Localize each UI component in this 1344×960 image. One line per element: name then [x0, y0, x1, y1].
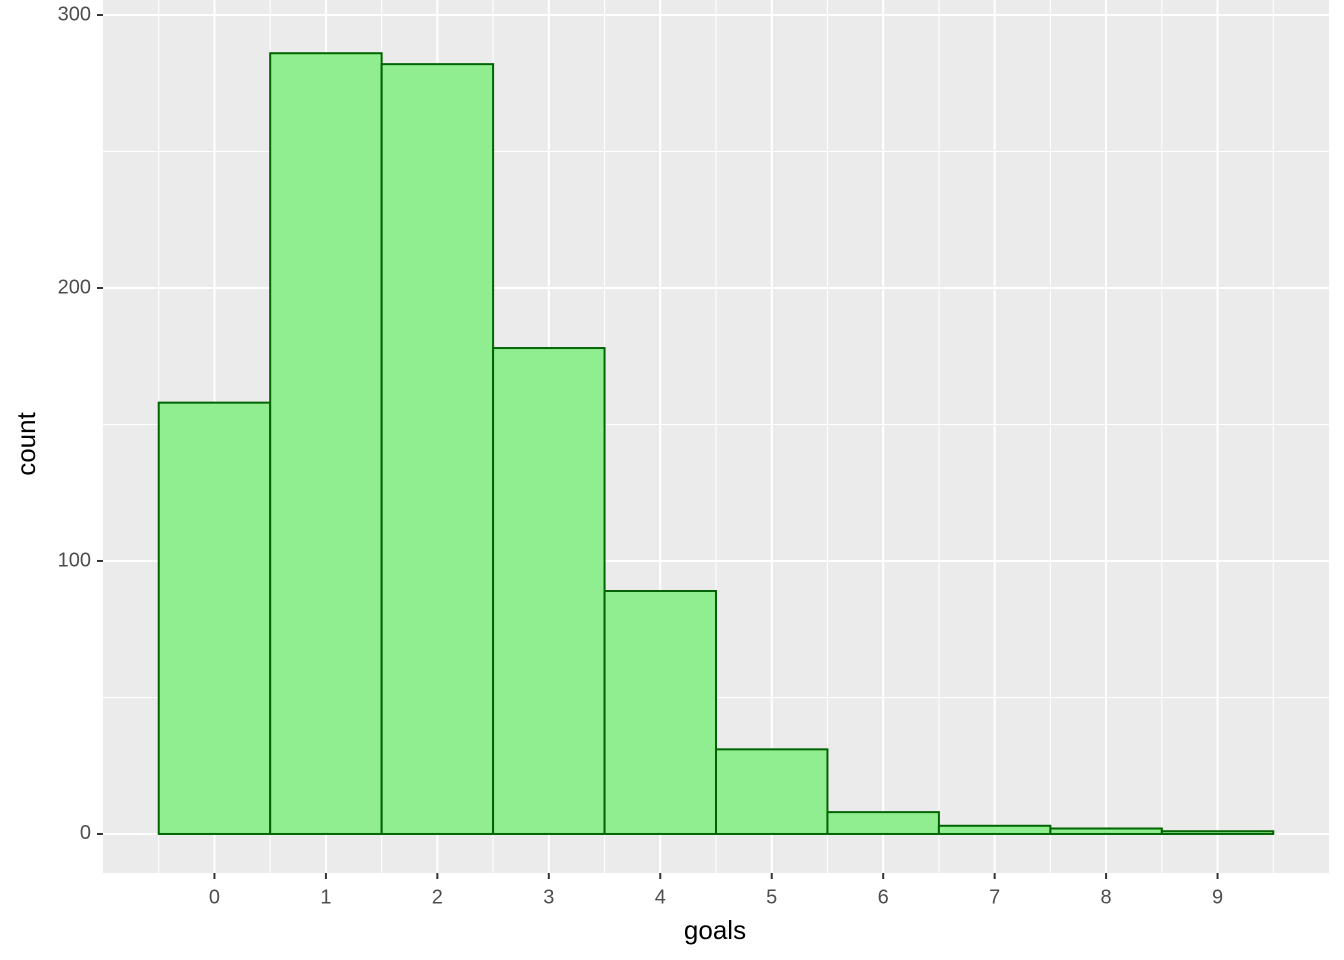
x-tick-label: 8 [1101, 886, 1112, 908]
y-tick-label: 300 [58, 3, 91, 25]
y-axis-title: count [11, 411, 41, 475]
y-tick-label: 200 [58, 276, 91, 298]
x-tick-label: 2 [432, 886, 443, 908]
x-tick-label: 5 [766, 886, 777, 908]
bar [269, 52, 383, 835]
bar [157, 401, 272, 835]
bar [1049, 827, 1163, 835]
x-tick-label: 6 [878, 886, 889, 908]
y-tick-label: 0 [80, 822, 91, 844]
bar [603, 590, 718, 835]
bar [826, 811, 940, 835]
bar [380, 63, 495, 835]
x-tick-label: 7 [989, 886, 1000, 908]
x-tick-label: 0 [209, 886, 220, 908]
y-tick-label: 100 [58, 549, 91, 571]
bar [492, 347, 606, 835]
x-tick-label: 1 [320, 886, 331, 908]
x-tick-label: 4 [655, 886, 666, 908]
x-axis-title: goals [684, 915, 746, 945]
bar [715, 748, 829, 835]
x-tick-label: 9 [1212, 886, 1223, 908]
bar [937, 824, 1052, 835]
x-tick-label: 3 [543, 886, 554, 908]
bar [1160, 830, 1275, 835]
